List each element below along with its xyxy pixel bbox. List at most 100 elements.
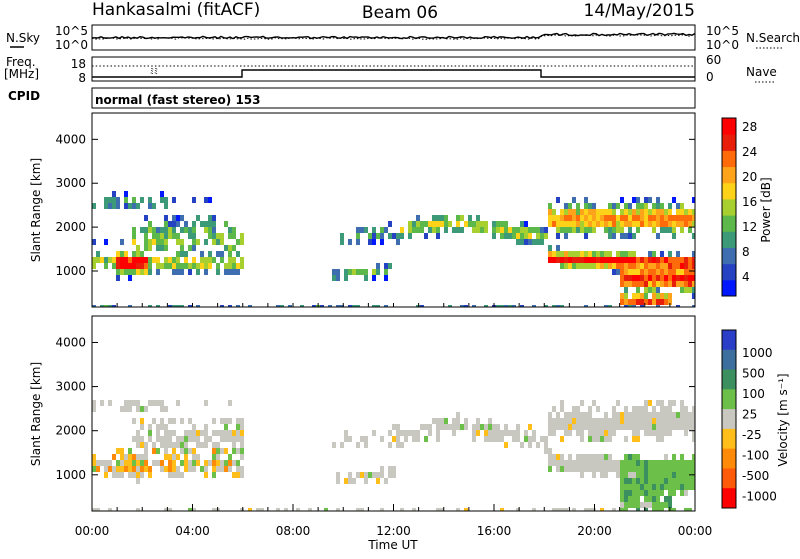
heatmap-cell [232,257,236,263]
heatmap-cell [664,406,668,412]
colorbar-swatch [722,279,736,297]
heatmap-cell [180,448,184,454]
heatmap-cell [400,233,404,239]
heatmap-cell [644,257,648,263]
heatmap-cell [156,448,160,454]
heatmap-cell [676,305,680,307]
heatmap-cell [236,448,240,454]
heatmap-cell [348,305,352,307]
x-tick-label: 00:00 [678,524,713,538]
heatmap-cell [232,245,236,251]
heatmap-cell [196,269,200,275]
heatmap-cell [660,281,664,287]
heatmap-cell [140,424,144,430]
heatmap-cell [380,239,384,245]
heatmap-cell [464,424,468,430]
x-tick-label: 20:00 [577,524,612,538]
heatmap-cell [584,466,588,472]
heatmap-cell [668,400,672,406]
heatmap-cell [636,460,640,466]
heatmap-cell [668,251,672,257]
heatmap-cell [156,269,160,275]
heatmap-cell [432,215,436,221]
heatmap-cell [632,478,636,484]
heatmap-cell [180,251,184,257]
heatmap-cell [412,430,416,436]
heatmap-cell [120,269,124,275]
heatmap-cell [360,269,364,275]
heatmap-cell [636,227,640,233]
heatmap-cell [564,412,568,418]
heatmap-cell [144,466,148,472]
heatmap-cell [436,227,440,233]
heatmap-cell [136,466,140,472]
heatmap-cell [684,466,688,472]
heatmap-cell [160,197,164,203]
heatmap-cell [136,263,140,269]
heatmap-cell [120,472,124,478]
heatmap-cell [120,263,124,269]
frequency-panel: Freq. [MHz] 18 8 60 0 Nave ﾐﾐ [4,53,777,85]
heatmap-cell [228,233,232,239]
heatmap-cell [352,269,356,275]
heatmap-cell [464,418,468,424]
heatmap-cell [640,275,644,281]
heatmap-cell [680,215,684,221]
heatmap-cell [556,424,560,430]
heatmap-cell [148,239,152,245]
heatmap-cell [584,454,588,460]
heatmap-cell [204,221,208,227]
heatmap-cell [500,233,504,239]
heatmap-cell [628,209,632,215]
heatmap-cell [592,227,596,233]
heatmap-cell [364,442,368,448]
heatmap-cell [688,484,692,490]
colorbar-swatch [722,448,736,469]
heatmap-cell [492,221,496,227]
heatmap-cell [652,209,656,215]
heatmap-cell [652,215,656,221]
heatmap-cell [548,430,552,436]
heatmap-cell [672,490,676,496]
heatmap-cell [216,460,220,466]
heatmap-cell [644,418,648,424]
heatmap-cell [472,424,476,430]
heatmap-cell [608,209,612,215]
heatmap-cell [588,221,592,227]
heatmap-cell [612,430,616,436]
heatmap-cell [128,472,132,478]
heatmap-cell [348,436,352,442]
heatmap-cell [512,233,516,239]
heatmap-cell [648,484,652,490]
heatmap-cell [400,508,404,511]
heatmap-cell [620,209,624,215]
heatmap-cell [648,478,652,484]
heatmap-cell [164,239,168,245]
heatmap-cell [620,502,624,508]
heatmap-cell [400,227,404,233]
heatmap-cell [560,508,564,511]
heatmap-cell [100,305,104,307]
heatmap-cell [140,251,144,257]
heatmap-cell [584,203,588,209]
heatmap-cell [604,251,608,257]
heatmap-cell [588,430,592,436]
heatmap-cell [476,227,480,233]
heatmap-cell [524,430,528,436]
heatmap-cell [688,281,692,287]
heatmap-cell [388,466,392,472]
colorbar-swatch [722,118,736,135]
heatmap-cell [436,215,440,221]
velocity-heatmap-cells [92,400,695,511]
colorbar-swatch [722,330,736,351]
heatmap-cell [300,305,304,307]
heatmap-cell [124,263,128,269]
heatmap-cell [184,448,188,454]
heatmap-cell [480,424,484,430]
heatmap-cell [396,424,400,430]
heatmap-cell [204,442,208,448]
heatmap-cell [368,472,372,478]
heatmap-cell [620,263,624,269]
heatmap-cell [620,424,624,430]
heatmap-cell [420,305,424,307]
